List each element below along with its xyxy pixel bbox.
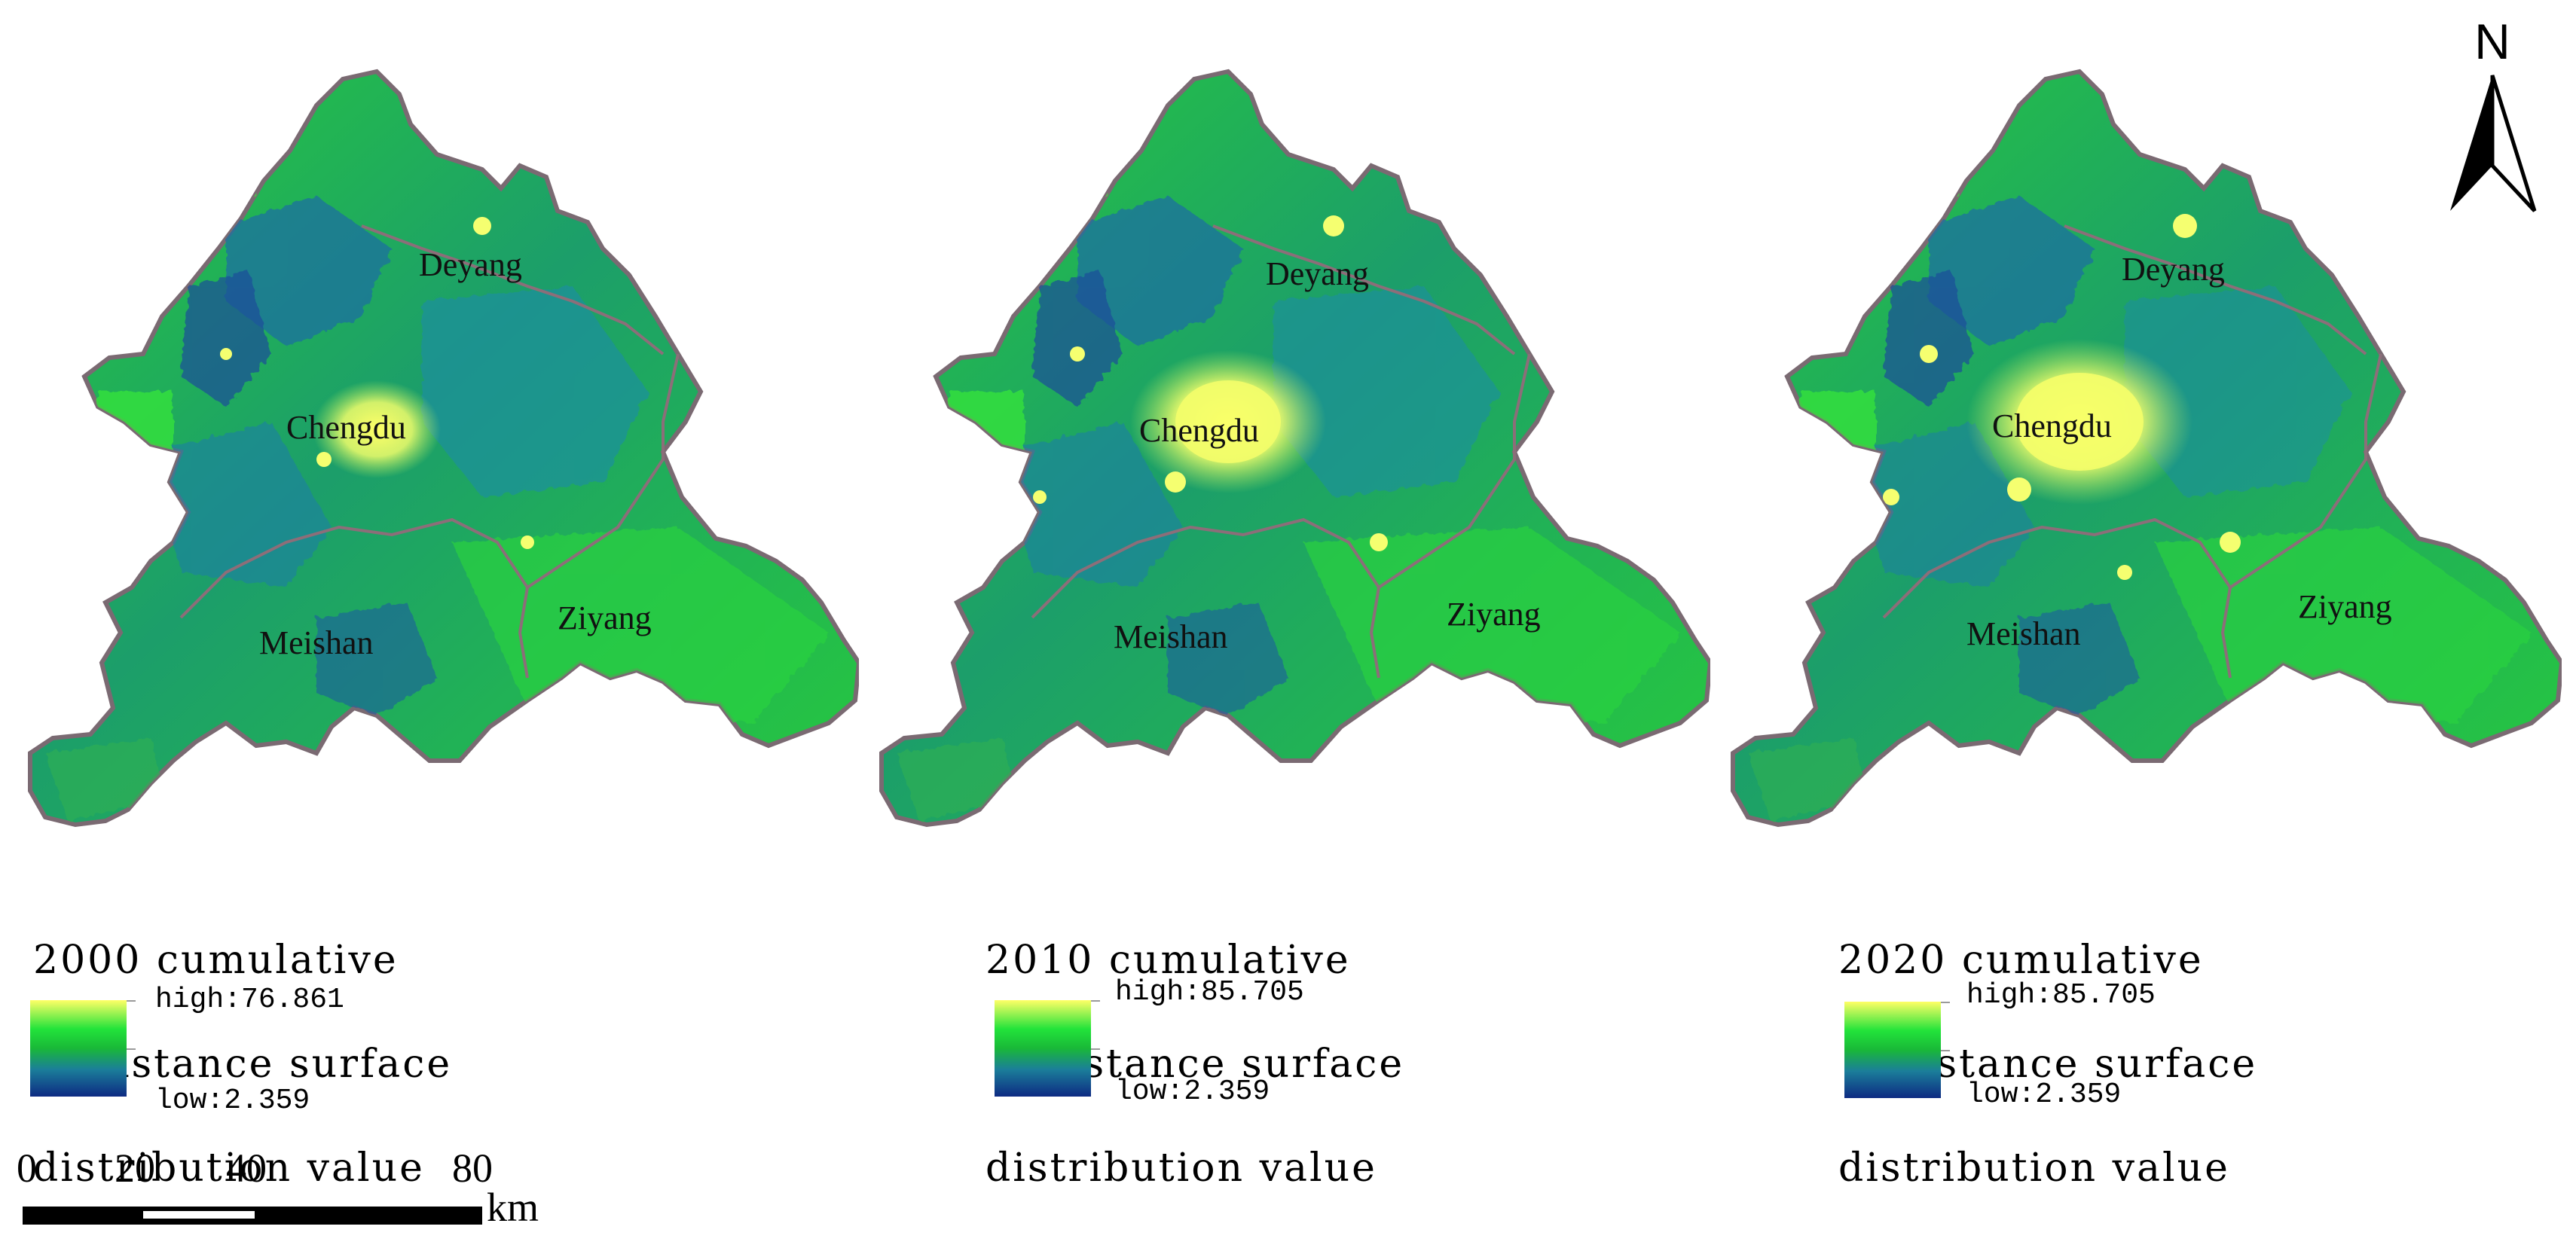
label-meishan: Meishan	[1966, 615, 2081, 652]
label-deyang: Deyang	[419, 246, 522, 283]
north-letter: N	[2474, 14, 2510, 69]
resistance-map-2010	[851, 0, 1710, 844]
boundary-meishan-chengdu	[1031, 517, 1380, 619]
scale-tick-20: 20	[115, 1146, 155, 1191]
legend-title: 2010 cumulative resistance surface distr…	[985, 874, 1404, 1255]
label-meishan: Meishan	[1114, 618, 1228, 655]
boundary-meishan-ziyang	[2220, 587, 2232, 679]
legend-tick-mid	[1091, 1048, 1100, 1050]
boundary-deyang-chengdu	[2064, 224, 2367, 355]
legend-title-line1: 2020 cumulative	[1838, 938, 2204, 983]
boundary-deyang-chengdu	[1212, 224, 1516, 355]
north-arrow-icon	[2450, 75, 2537, 212]
label-deyang: Deyang	[2122, 251, 2225, 288]
legend-tick-high	[1941, 1002, 1950, 1003]
boundary-meishan-chengdu	[1882, 517, 2232, 619]
boundary-meishan-ziyang	[1369, 587, 1380, 679]
legend-low-value: low:2.359	[1966, 1078, 2122, 1111]
legend-high-value: high:85.705	[1115, 976, 1304, 1008]
legend-title-line3: distribution value	[1838, 1146, 2230, 1191]
label-ziyang: Ziyang	[558, 599, 652, 636]
label-meishan: Meishan	[259, 624, 374, 661]
legend-high-value: high:76.861	[155, 984, 344, 1016]
legend-title-line1: 2010 cumulative	[985, 938, 1351, 983]
label-deyang: Deyang	[1266, 255, 1369, 292]
legend-color-ramp	[995, 1000, 1091, 1097]
north-arrow: N	[2440, 15, 2545, 222]
map-panel-2010: Deyang Chengdu Meishan Ziyang 2010 cumul…	[851, 0, 1710, 1243]
legend-tick-mid	[127, 1048, 136, 1050]
scale-bar-graphic	[23, 1207, 482, 1225]
legend-tick-high	[127, 1000, 136, 1002]
legend-title-line3: distribution value	[985, 1146, 1377, 1191]
scale-unit: km	[487, 1185, 539, 1230]
scale-tick-40: 40	[226, 1146, 267, 1191]
legend-title-line3: distribution value	[33, 1146, 425, 1191]
resistance-map-2020	[1703, 0, 2562, 844]
label-chengdu: Chengdu	[286, 409, 406, 446]
scale-tick-0: 0	[17, 1146, 37, 1191]
legend-color-ramp	[1844, 1002, 1941, 1098]
boundary-ziyang-chengdu	[526, 353, 680, 589]
legend-color-ramp	[30, 1000, 127, 1097]
resistance-map-2000	[0, 0, 859, 844]
boundary-meishan-chengdu	[179, 517, 529, 619]
boundary-meishan-ziyang	[518, 587, 529, 679]
map-panel-2020: Deyang Chengdu Meishan Ziyang 2020 cumul…	[1703, 0, 2562, 1243]
scale-tick-80: 80	[452, 1146, 493, 1191]
label-chengdu: Chengdu	[1139, 412, 1259, 449]
boundary-deyang-chengdu	[361, 224, 665, 355]
legend-tick-high	[1091, 1000, 1100, 1002]
legend-tick-mid	[1941, 1050, 1950, 1051]
legend-title-line1: 2000 cumulative	[33, 938, 399, 983]
boundary-ziyang-chengdu	[2229, 353, 2382, 589]
legend-high-value: high:85.705	[1966, 979, 2156, 1011]
map-panel-2000: Deyang Chengdu Meishan Ziyang 2000 cumul…	[0, 0, 859, 1243]
label-ziyang: Ziyang	[2298, 588, 2392, 625]
label-ziyang: Ziyang	[1447, 596, 1541, 633]
legend-low-value: low:2.359	[1115, 1075, 1270, 1108]
legend-low-value: low:2.359	[155, 1085, 310, 1117]
boundary-ziyang-chengdu	[1377, 353, 1531, 589]
label-chengdu: Chengdu	[1992, 407, 2112, 444]
